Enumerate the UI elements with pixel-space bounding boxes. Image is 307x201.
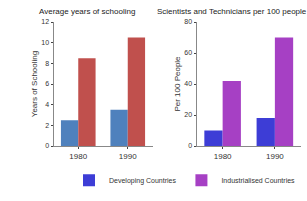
svg-text:8: 8 xyxy=(45,60,49,67)
svg-text:Developing Countries: Developing Countries xyxy=(109,177,176,185)
svg-text:12: 12 xyxy=(41,18,49,25)
svg-text:1990: 1990 xyxy=(119,152,137,161)
svg-text:4: 4 xyxy=(45,101,49,108)
svg-text:Per 100 People: Per 100 People xyxy=(173,56,182,112)
svg-text:80: 80 xyxy=(184,18,192,25)
svg-text:Scientists and Technicians per: Scientists and Technicians per 100 peopl… xyxy=(157,7,307,16)
svg-text:6: 6 xyxy=(45,80,49,87)
svg-text:Industrialised Countries: Industrialised Countries xyxy=(221,177,295,184)
svg-text:Years of Schooling: Years of Schooling xyxy=(30,51,39,117)
svg-text:60: 60 xyxy=(184,49,192,56)
svg-text:1980: 1980 xyxy=(214,152,232,161)
svg-text:2: 2 xyxy=(45,122,49,129)
svg-text:0: 0 xyxy=(45,142,49,149)
svg-text:Average years of schooling: Average years of schooling xyxy=(39,7,135,16)
svg-text:1980: 1980 xyxy=(69,152,87,161)
svg-text:10: 10 xyxy=(41,39,49,46)
svg-text:20: 20 xyxy=(184,111,192,118)
svg-text:40: 40 xyxy=(184,80,192,87)
svg-text:0: 0 xyxy=(188,142,192,149)
svg-text:1990: 1990 xyxy=(266,152,284,161)
